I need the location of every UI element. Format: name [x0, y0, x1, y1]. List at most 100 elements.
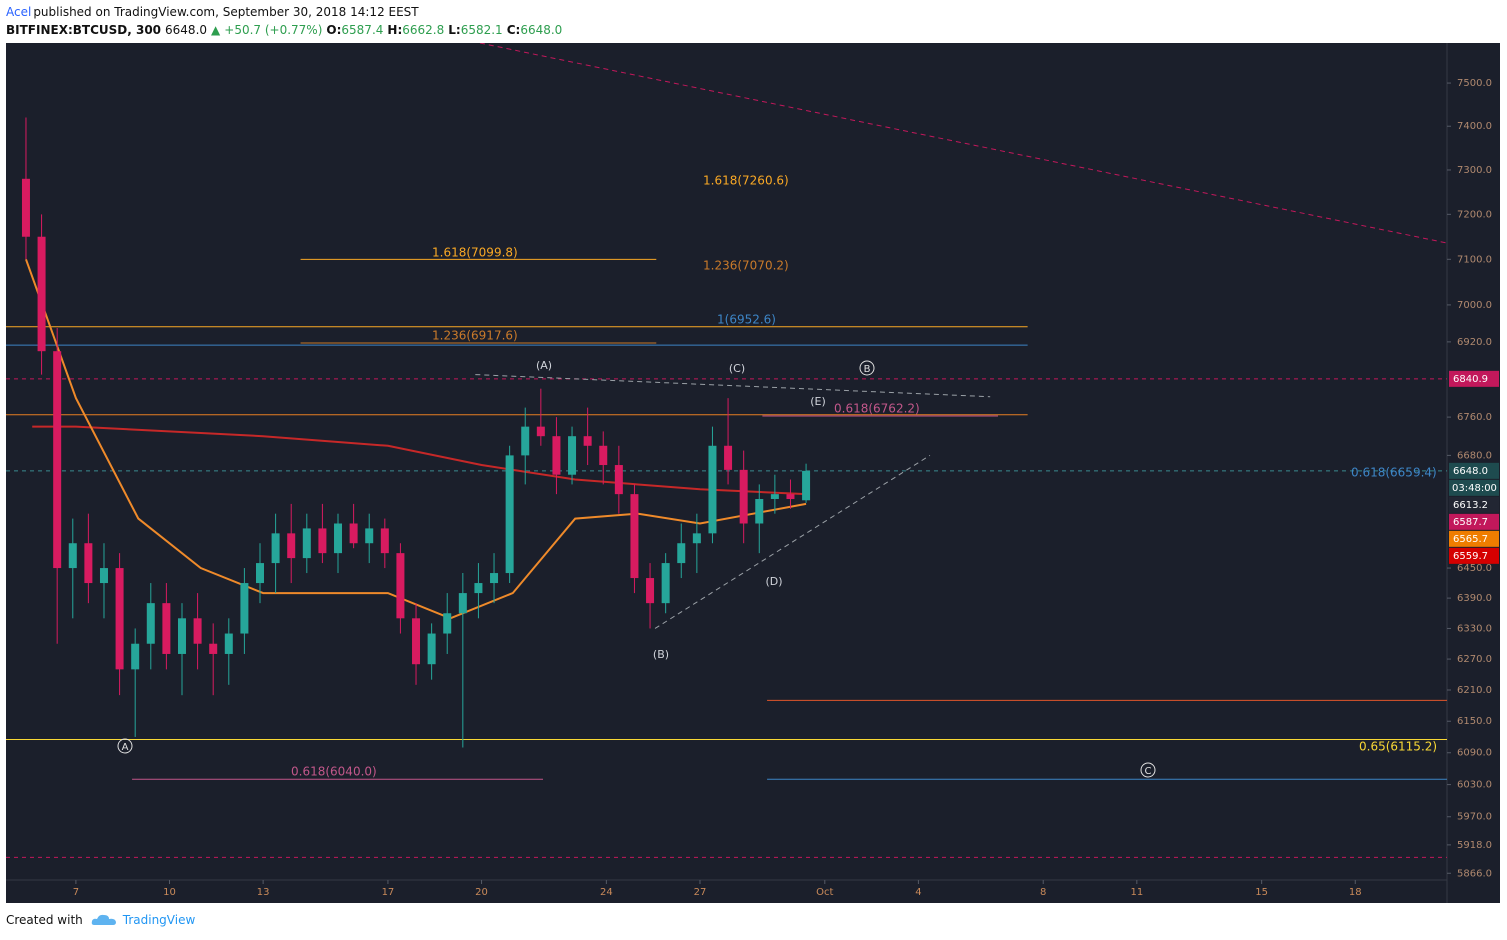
fib-label: 1.618(7260.6) [703, 174, 789, 188]
candle-body [786, 494, 795, 500]
candle-body [365, 528, 374, 544]
countdown-box [1449, 479, 1499, 496]
candle-body [646, 578, 655, 604]
candle-body [162, 603, 171, 654]
candle-body [115, 568, 124, 670]
candle-body [53, 351, 62, 569]
candle-body [458, 593, 467, 614]
candle-body [552, 436, 561, 475]
price-label-box [1449, 530, 1499, 547]
brand[interactable]: TradingView [122, 913, 196, 927]
candle-body [474, 583, 483, 594]
symbol: BITFINEX:BTCUSD, 300 [6, 23, 162, 37]
price-label: 6565.7 [1453, 534, 1488, 545]
candle-body [193, 618, 202, 644]
low: 6582.1 [460, 23, 503, 37]
logo [91, 914, 116, 925]
candle-body [536, 426, 545, 437]
x-tick-label: 13 [257, 887, 270, 898]
price-label-box [1449, 462, 1499, 479]
wave-label: (E) [810, 395, 826, 408]
circled-wave-label: A [122, 742, 129, 753]
candle-body [380, 528, 389, 554]
y-tick-label: 6920.0 [1457, 337, 1492, 348]
candle-body [427, 633, 436, 665]
fib-label: 1.618(7099.8) [432, 246, 518, 260]
y-tick-label: 7400.0 [1457, 121, 1492, 132]
last-price: 6648.0 [165, 23, 208, 37]
circled-wave-label: B [864, 364, 871, 375]
y-tick-label: 6390.0 [1457, 593, 1492, 604]
x-tick-label: 17 [382, 887, 395, 898]
l-label: L: [448, 23, 461, 37]
price-label: 6613.2 [1453, 500, 1488, 511]
y-tick-label: 6030.0 [1457, 780, 1492, 791]
x-tick-label: 8 [1040, 887, 1046, 898]
price-label-box [1449, 496, 1499, 513]
candle-body [724, 445, 733, 470]
candle-body [68, 543, 77, 569]
x-tick-label: Oct [816, 887, 833, 898]
candle-body [396, 553, 405, 619]
open: 6587.4 [341, 23, 384, 37]
circled-wave-label: C [1145, 766, 1152, 777]
candle-body [708, 445, 717, 534]
candle-body [177, 618, 186, 654]
candle-body [692, 533, 701, 544]
y-tick-label: 5970.0 [1457, 812, 1492, 823]
x-tick-label: 18 [1349, 887, 1362, 898]
price-label-box [1449, 513, 1499, 530]
countdown: 03:48:00 [1452, 483, 1497, 494]
y-tick-label: 7200.0 [1457, 209, 1492, 220]
y-tick-label: 7000.0 [1457, 300, 1492, 311]
published: published on TradingView.com, September … [33, 5, 419, 19]
author[interactable]: Acel [6, 5, 32, 19]
x-tick-label: 11 [1130, 887, 1143, 898]
candle-body [739, 469, 748, 524]
candle-body [21, 178, 30, 237]
x-tick-label: 27 [694, 887, 707, 898]
candle-body [318, 528, 327, 554]
candle-body [37, 236, 46, 352]
h-label: H: [387, 23, 403, 37]
wave-circle [859, 360, 875, 376]
close: 6648.0 [520, 23, 563, 37]
y-tick-label: 7100.0 [1457, 254, 1492, 265]
x-tick-label: 7 [73, 887, 79, 898]
candle-body [677, 543, 686, 564]
candle-body [490, 573, 499, 584]
candle-body [770, 494, 779, 500]
candle-body [505, 455, 514, 574]
price-label: 6587.7 [1453, 517, 1488, 528]
y-tick-label: 7500.0 [1457, 78, 1492, 89]
change: +50.7 (+0.77%) [224, 23, 323, 37]
candle-body [661, 563, 670, 604]
fib-label: 0.65(6115.2) [1359, 740, 1437, 754]
candle-body [240, 583, 249, 634]
wave-label: (D) [765, 575, 782, 588]
wave-label: (C) [729, 362, 745, 375]
high: 6662.8 [402, 23, 445, 37]
wave-circle [1140, 762, 1156, 778]
candle-body [583, 436, 592, 446]
candle-body [802, 470, 811, 501]
price-label-box [1449, 370, 1499, 387]
price-label: 6840.9 [1453, 374, 1488, 385]
fib-label: 0.618(6659.4) [1351, 466, 1437, 480]
x-tick-label: 15 [1255, 887, 1268, 898]
fib-label: 1.236(7070.2) [703, 259, 789, 273]
y-tick-label: 6330.0 [1457, 623, 1492, 634]
o-label: O: [326, 23, 342, 37]
fib-label: 1.236(6917.6) [432, 329, 518, 343]
x-tick-label: 24 [600, 887, 613, 898]
candle-body [302, 528, 311, 559]
c-label: C: [506, 23, 521, 37]
fib-label: 1(6952.6) [717, 313, 776, 327]
header: Acel published on TradingView.com, Septem… [6, 3, 566, 39]
y-tick-label: 5918.0 [1457, 840, 1492, 851]
price-label: 6559.7 [1453, 551, 1488, 562]
arrow: ▲ [211, 23, 221, 37]
trend-line [479, 43, 1447, 244]
